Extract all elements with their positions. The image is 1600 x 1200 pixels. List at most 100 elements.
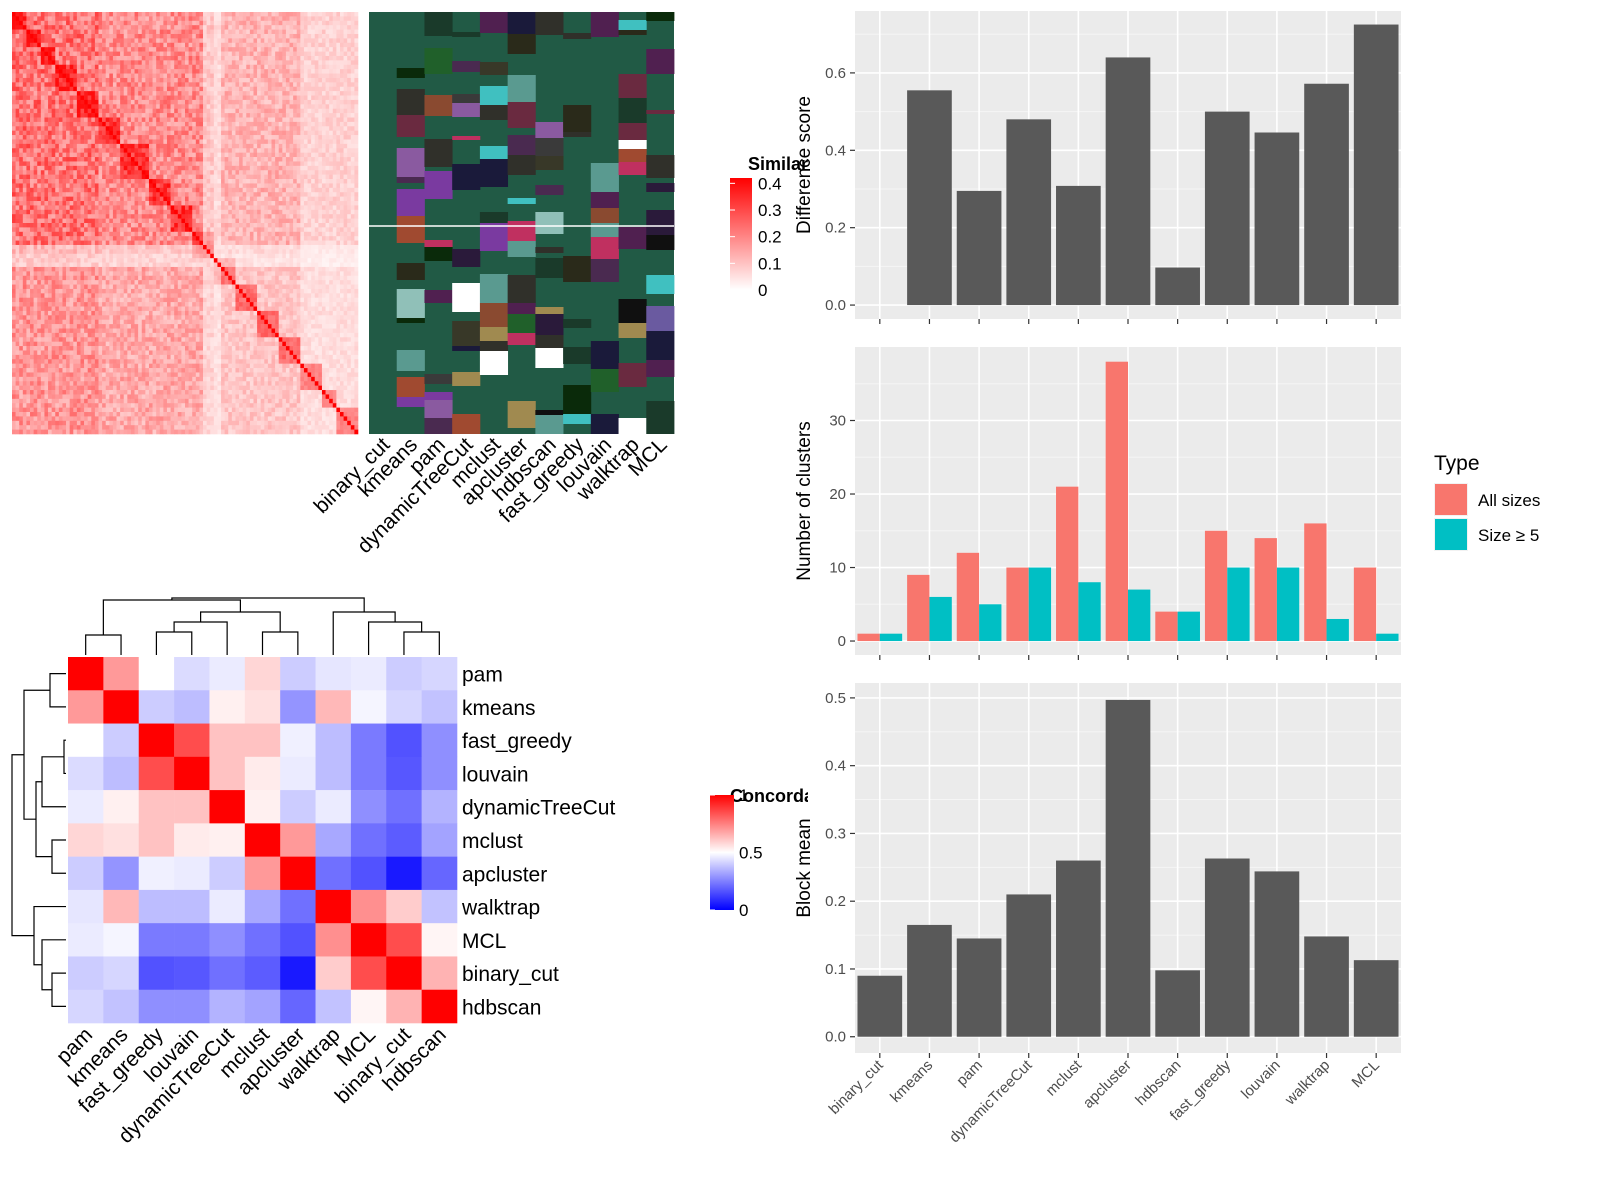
similarity-cell <box>296 113 301 118</box>
similarity-cell <box>37 201 42 206</box>
similarity-cell <box>91 20 96 26</box>
similarity-cell <box>37 165 42 171</box>
similarity-cell <box>289 179 294 184</box>
similarity-cell <box>80 117 85 123</box>
similarity-cell <box>40 170 45 175</box>
similarity-cell <box>44 82 49 88</box>
similarity-cell <box>275 157 280 162</box>
similarity-cell <box>199 218 204 224</box>
similarity-cell <box>66 126 70 131</box>
similarity-cell <box>22 187 27 193</box>
similarity-cell <box>22 170 27 175</box>
similarity-cell <box>242 183 247 189</box>
similarity-cell <box>296 209 301 215</box>
similarity-cell <box>73 60 78 66</box>
similarity-cell <box>242 99 247 105</box>
similarity-cell <box>148 51 153 57</box>
similarity-cell <box>19 20 24 26</box>
similarity-cell <box>347 130 352 136</box>
similarity-cell <box>260 214 265 219</box>
similarity-cell <box>19 231 24 237</box>
similarity-cell <box>30 33 34 39</box>
similarity-cell <box>30 82 34 88</box>
similarity-cell <box>339 99 344 105</box>
similarity-cell <box>314 12 319 17</box>
similarity-cell <box>271 223 276 228</box>
similarity-cell <box>37 64 42 70</box>
similarity-cell <box>22 143 27 149</box>
similarity-cell <box>228 179 233 184</box>
similarity-cell <box>242 42 247 48</box>
similarity-cell <box>329 135 334 140</box>
similarity-cell <box>58 126 63 131</box>
similarity-cell <box>199 42 204 48</box>
similarity-cell <box>210 192 215 197</box>
similarity-cell <box>242 33 247 39</box>
similarity-cell <box>239 77 243 83</box>
similarity-cell <box>62 38 67 44</box>
similarity-cell <box>166 161 171 167</box>
similarity-cell <box>210 95 215 101</box>
similarity-cell <box>141 214 146 219</box>
similarity-cell <box>325 91 330 96</box>
similarity-cell <box>199 95 204 101</box>
similarity-cell <box>314 16 319 22</box>
similarity-cell <box>141 130 146 136</box>
similarity-cell <box>51 25 56 30</box>
similarity-cell <box>51 20 56 26</box>
similarity-cell <box>249 16 254 22</box>
similarity-cell <box>145 113 150 118</box>
similarity-cell <box>300 42 305 48</box>
similarity-cell <box>130 108 135 114</box>
similarity-cell <box>228 25 233 30</box>
similarity-cell <box>203 108 207 114</box>
similarity-cell <box>134 183 139 189</box>
similarity-cell <box>130 104 135 110</box>
similarity-cell <box>98 139 103 145</box>
similarity-cell <box>325 196 330 202</box>
similarity-cell <box>69 209 74 215</box>
similarity-cell <box>48 29 52 35</box>
similarity-cell <box>12 108 16 114</box>
similarity-cell <box>148 108 153 114</box>
similarity-cell <box>141 117 146 123</box>
similarity-cell <box>66 16 70 22</box>
similarity-cell <box>296 60 301 66</box>
similarity-cell <box>91 55 96 61</box>
similarity-cell <box>278 38 283 44</box>
similarity-cell <box>275 143 280 149</box>
similarity-cell <box>311 20 316 26</box>
similarity-cell <box>332 143 337 149</box>
similarity-cell <box>15 16 20 22</box>
similarity-cell <box>231 165 236 171</box>
similarity-cell <box>33 104 38 110</box>
similarity-cell <box>300 187 305 193</box>
similarity-cell <box>246 157 251 162</box>
similarity-cell <box>98 227 103 233</box>
similarity-cell <box>58 139 63 145</box>
similarity-cell <box>347 236 352 241</box>
similarity-cell <box>55 205 60 211</box>
similarity-cell <box>134 29 139 35</box>
similarity-cell <box>267 161 272 167</box>
similarity-cell <box>199 201 204 206</box>
similarity-cell <box>152 223 157 228</box>
similarity-cell <box>253 187 258 193</box>
similarity-cell <box>87 201 92 206</box>
similarity-cell <box>98 60 103 66</box>
similarity-cell <box>55 152 60 158</box>
similarity-cell <box>242 117 247 123</box>
similarity-cell <box>260 25 265 30</box>
similarity-cell <box>332 99 337 105</box>
similarity-cell <box>257 174 261 180</box>
similarity-cell <box>282 174 287 180</box>
similarity-cell <box>275 179 280 184</box>
similarity-cell <box>195 42 200 48</box>
similarity-cell <box>314 51 319 57</box>
similarity-cell <box>48 187 52 193</box>
similarity-cell <box>102 183 107 189</box>
similarity-cell <box>98 99 103 105</box>
similarity-cell <box>19 183 24 189</box>
similarity-cell <box>148 126 153 131</box>
similarity-cell <box>102 12 107 17</box>
